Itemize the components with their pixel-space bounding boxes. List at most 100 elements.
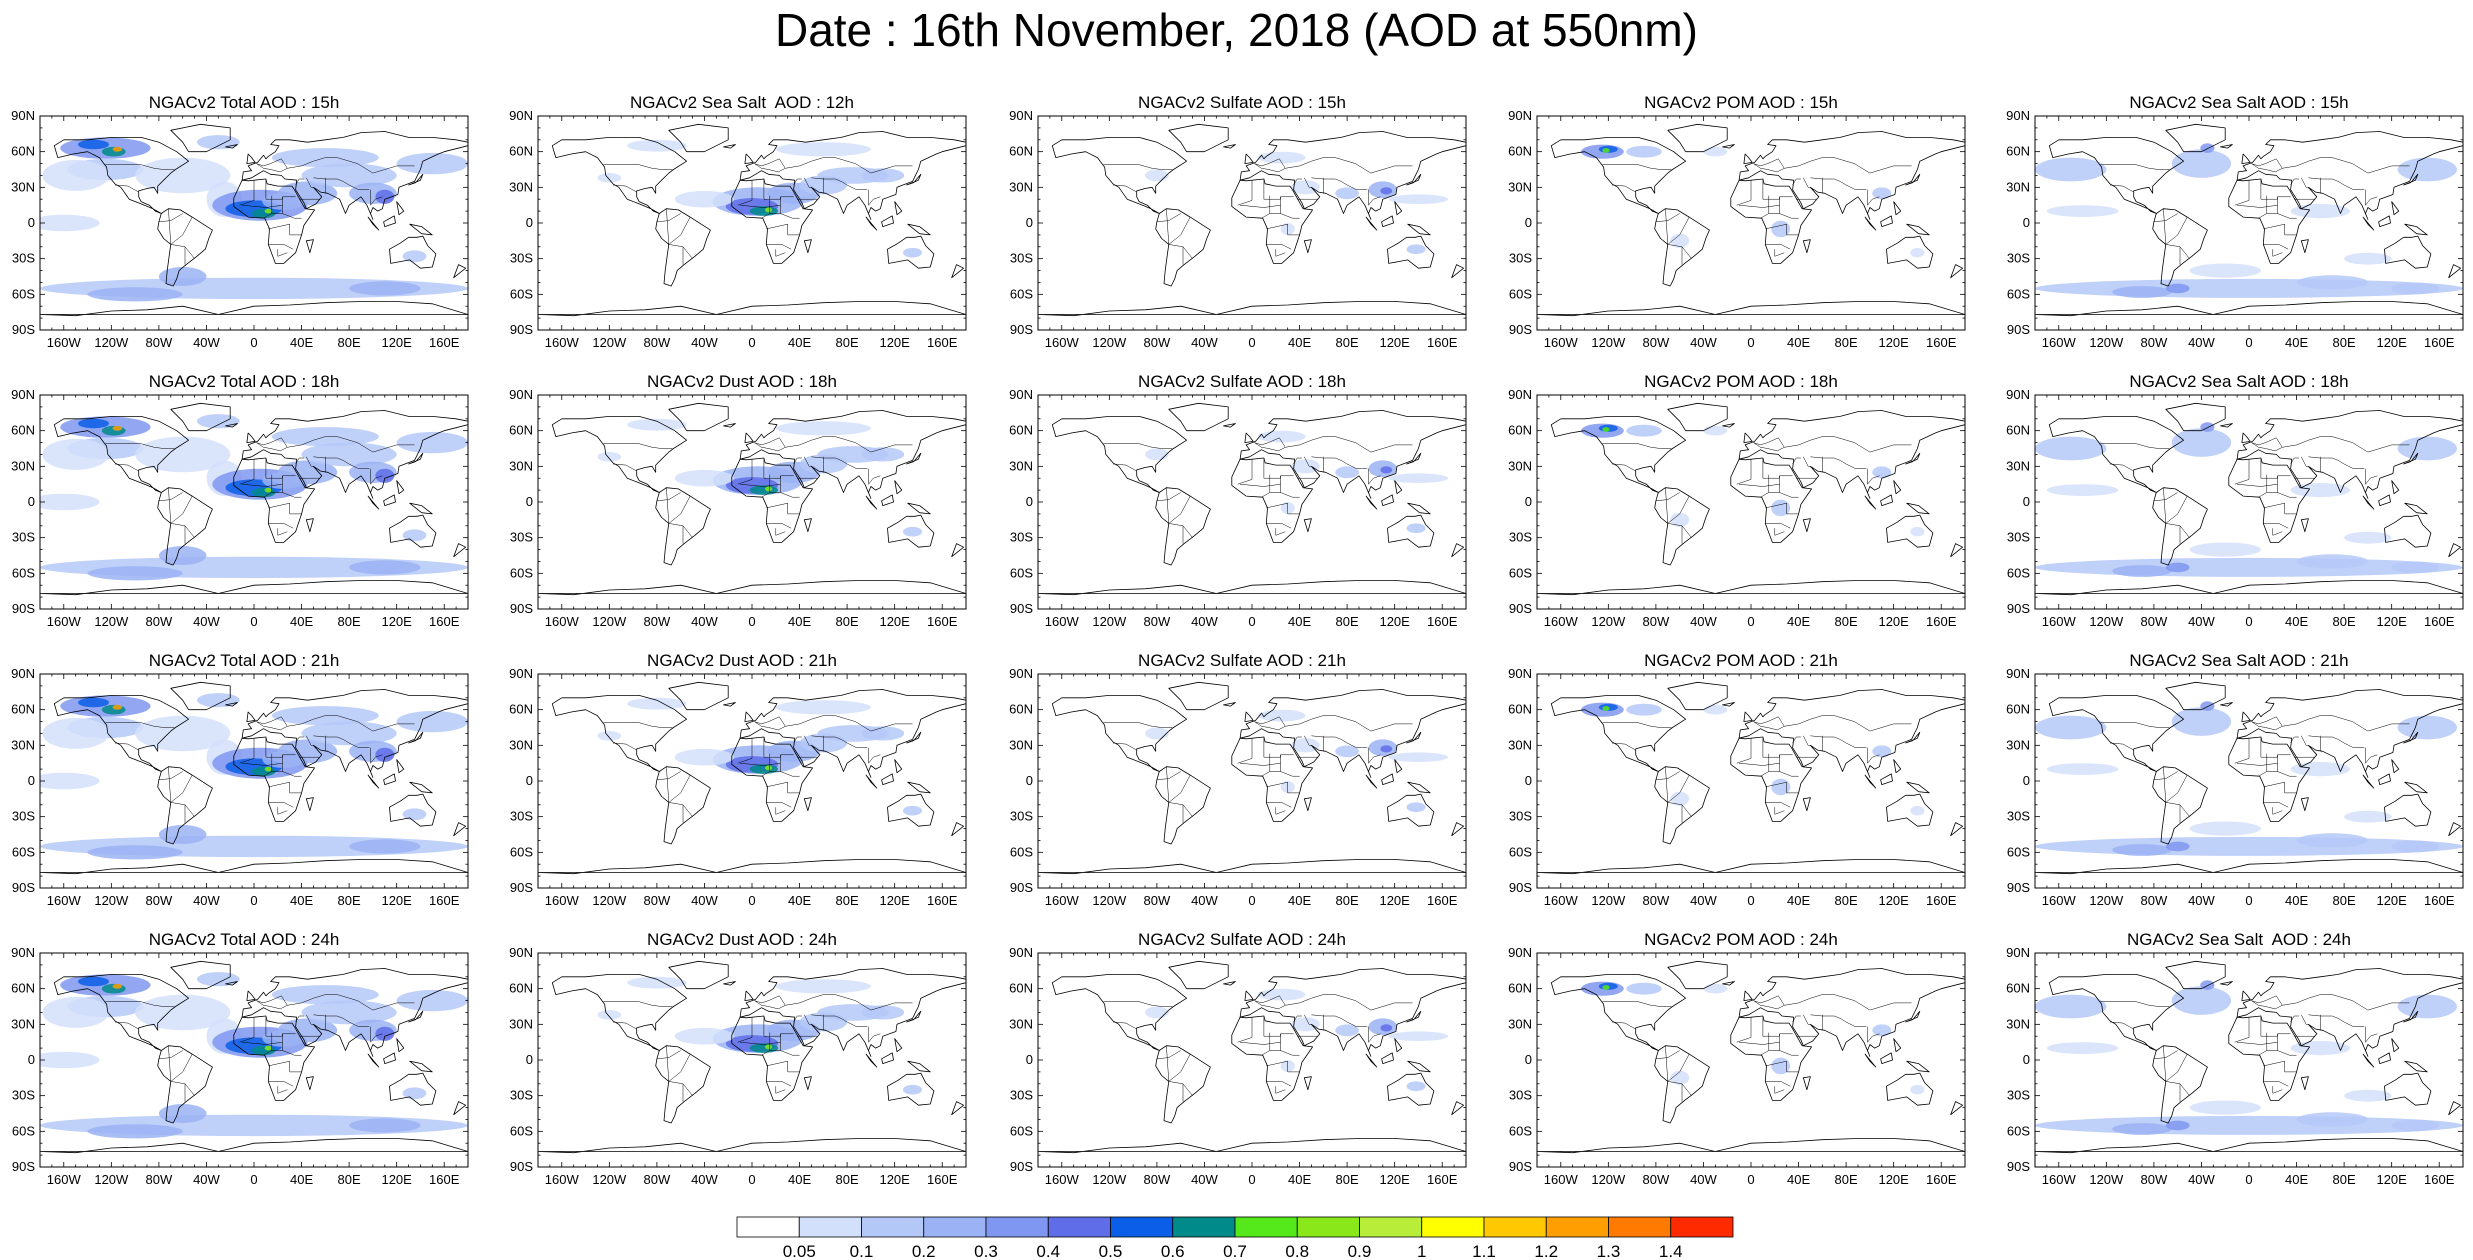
country-border: [1774, 249, 1785, 257]
lat-tick-label: 30S: [2007, 1088, 2030, 1103]
country-border: [1182, 525, 1193, 538]
coastline: [655, 208, 711, 287]
aod-patch: [597, 731, 622, 741]
country-borders: [1103, 436, 1413, 544]
lon-tick-label: 160E: [1926, 1172, 1957, 1187]
lon-tick-label: 120W: [1591, 893, 1626, 908]
country-border: [1774, 528, 1785, 536]
aod-patch: [2290, 1041, 2350, 1056]
coastline: [367, 495, 380, 510]
country-borders: [2100, 715, 2410, 823]
country-border: [306, 1014, 314, 1025]
coastline: [1394, 1038, 1403, 1053]
country-border: [1681, 246, 1692, 259]
lon-tick-label: 0: [748, 1172, 755, 1187]
lon-tick-label: 80W: [1643, 893, 1670, 908]
coastline: [1722, 702, 1735, 707]
country-border: [1156, 1050, 1181, 1060]
lat-tick-label: 90S: [1010, 1159, 1033, 1174]
lon-tick-label: 160W: [2042, 893, 2077, 908]
aod-patch: [60, 137, 151, 159]
country-border: [1611, 1021, 1636, 1030]
coastline: [1406, 452, 1422, 465]
country-border: [2263, 223, 2297, 236]
panel-title: NGACv2 Sulfate AOD : 18h: [1138, 372, 1346, 391]
country-border: [2258, 754, 2278, 777]
lat-tick-label: 0: [1026, 215, 1033, 230]
lat-tick-label: 90S: [1509, 880, 1532, 895]
country-border: [612, 463, 637, 472]
aod-patch: [2296, 1112, 2368, 1127]
coastline: [2048, 136, 2185, 214]
lon-tick-label: 80E: [338, 1172, 361, 1187]
lon-tick-label: 120W: [94, 335, 129, 350]
aod-patch: [375, 1026, 395, 1041]
lon-tick-label: 160E: [927, 335, 958, 350]
aod-field: [2035, 701, 2463, 856]
coastline: [2228, 1015, 2311, 1101]
lon-tick-label: 120E: [1878, 335, 1909, 350]
lat-tick-label: 90N: [2006, 666, 2030, 681]
coastline: [2362, 216, 2375, 231]
world-map: 160W 120W 80W 40W 0 40E 80E 120E 160E 90N 60N 30N 0 3…: [1508, 666, 1966, 908]
aod-patch: [1703, 704, 1728, 715]
country-border: [2251, 716, 2283, 731]
country-border: [158, 1050, 183, 1060]
aod-patch: [1703, 983, 1728, 994]
country-border: [775, 528, 786, 536]
lat-tick-label: 90N: [1508, 666, 1532, 681]
world-map: 160W 120W 80W 40W 0 40E 80E 120E 160E 90N 60N 30N 0 3…: [2006, 108, 2464, 350]
country-border: [1237, 459, 1253, 485]
colorbar-label: 0.3: [974, 1242, 998, 1260]
axis-ticks: [537, 115, 967, 331]
coastlines: [538, 123, 966, 317]
lon-tick-label: 80W: [1144, 1172, 1171, 1187]
lat-tick-label: 0: [2023, 494, 2030, 509]
axis-ticks: [1536, 394, 1966, 610]
country-border: [780, 771, 800, 777]
map-panel: NGACv2 Sulfate AOD : 18h 160W 120W 80W 40W 0 4…: [998, 371, 1486, 641]
aod-patch: [2046, 1042, 2119, 1054]
lon-tick-label: 120W: [1092, 893, 1127, 908]
country-border: [2251, 995, 2283, 1010]
coastline: [1886, 793, 1934, 827]
aod-patch: [2171, 986, 2232, 1015]
aod-patch: [2171, 149, 2232, 178]
lat-tick-label: 30S: [12, 809, 35, 824]
coastline: [225, 144, 238, 149]
coastline: [367, 1053, 380, 1068]
lon-tick-label: 120E: [879, 893, 910, 908]
country-border: [785, 436, 913, 453]
coastline: [1303, 239, 1312, 254]
country-border: [740, 762, 781, 766]
coastline: [1950, 1101, 1964, 1116]
country-border: [1103, 443, 1173, 449]
axis-ticks: [1037, 952, 1467, 1168]
panel-title: NGACv2 Total AOD : 21h: [148, 651, 340, 670]
coastline: [1667, 960, 1728, 990]
aod-patch: [375, 189, 395, 204]
coastline: [1038, 1138, 1466, 1154]
coastline: [408, 1010, 424, 1023]
coastline: [803, 239, 812, 254]
country-border: [277, 807, 288, 815]
coastline: [389, 1072, 437, 1106]
country-border: [785, 157, 913, 174]
country-border: [2277, 771, 2297, 777]
country-border: [1765, 523, 1791, 529]
aod-patch: [264, 487, 272, 493]
aod-patch: [1670, 1070, 1690, 1085]
lat-tick-label: 30S: [2007, 530, 2030, 545]
aod-patch: [112, 425, 123, 431]
country-border: [2153, 213, 2178, 223]
coastline: [1654, 766, 1710, 845]
coastline: [2241, 153, 2251, 164]
country-border: [1368, 747, 1381, 764]
country-borders: [2100, 436, 2410, 544]
lat-tick-label: 30S: [12, 251, 35, 266]
country-border: [282, 492, 302, 498]
country-borders: [105, 157, 415, 265]
lat-tick-label: 90N: [11, 387, 35, 402]
country-border: [2100, 722, 2170, 728]
country-border: [2179, 804, 2190, 817]
